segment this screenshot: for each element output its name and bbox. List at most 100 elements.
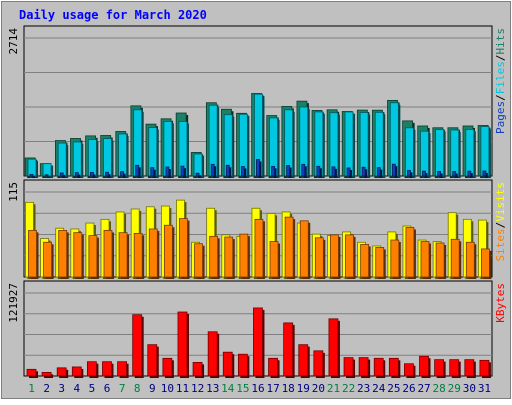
bar-sites-day-23 [360, 244, 371, 279]
bar-files-day-23-face [359, 112, 369, 177]
bar-kbytes-day-29-face [449, 359, 460, 377]
day-labels: 1 2 3 4 5 6 7 8 9 10 11 12 13 14 15 16 17 18 19 20 21 22 23 24 2… [28, 382, 491, 395]
bar-kbytes-day-28 [434, 359, 446, 378]
bar-files-day-28 [435, 129, 446, 178]
bar-files-day-26-face [405, 127, 414, 177]
bar-kbytes-day-6 [102, 361, 114, 378]
bar-sites-day-25 [390, 239, 401, 279]
bar-kbytes-day-10 [162, 357, 174, 378]
day-label-29: 29 [448, 382, 461, 395]
bar-files-day-5-face [87, 139, 97, 177]
day-label-28: 28 [433, 382, 446, 395]
day-label-24: 24 [372, 382, 386, 395]
bar-kbytes-day-12-face [192, 361, 203, 377]
bar-pages-day-12 [195, 172, 202, 178]
bar-sites-day-20-face [314, 237, 324, 278]
bar-kbytes-day-27 [419, 355, 431, 378]
bar-pages-day-16 [256, 159, 262, 178]
bar-pages-day-10 [165, 166, 171, 178]
bar-sites-day-6 [103, 230, 114, 279]
legend-visits: Visits [494, 182, 507, 222]
bar-sites-day-2-face [43, 241, 52, 278]
bar-files-day-31 [480, 126, 491, 178]
bar-sites-day-18 [284, 216, 296, 279]
bar-pages-day-1 [29, 173, 35, 178]
bar-kbytes-day-18-face [283, 322, 294, 377]
day-label-30: 30 [463, 382, 476, 395]
bar-sites-day-21-face [330, 234, 339, 278]
bar-pages-day-28-face [437, 171, 442, 177]
bar-pages-day-29-shadow [454, 173, 458, 178]
day-label-11: 11 [176, 382, 189, 395]
bar-pages-day-23 [361, 166, 368, 178]
bar-pages-day-16-face [256, 159, 260, 177]
bar-kbytes-day-15-face [237, 353, 248, 377]
bar-pages-day-15-face [240, 166, 245, 177]
bar-kbytes-day-14-face [222, 351, 233, 377]
bar-kbytes-day-4 [71, 366, 84, 378]
bar-pages-day-11-shadow [182, 168, 186, 178]
bar-pages-day-3-shadow [62, 174, 66, 178]
bar-kbytes-day-19 [298, 344, 310, 378]
bar-kbytes-day-26-face [404, 363, 414, 377]
bar-sites-day-5-face [88, 235, 98, 278]
bar-kbytes-day-24 [373, 357, 386, 378]
bar-kbytes-day-27-face [419, 355, 429, 377]
bar-pages-day-11-face [180, 165, 185, 177]
day-label-13: 13 [206, 382, 219, 395]
bar-kbytes-day-4-face [71, 366, 82, 377]
bar-files-day-2-face [42, 163, 52, 177]
bar-pages-day-22 [346, 167, 353, 178]
bar-pages-day-18-face [286, 165, 291, 177]
bar-kbytes-day-2 [41, 371, 54, 378]
bar-pages-day-15 [240, 166, 247, 178]
bar-kbytes-day-17-face [268, 357, 278, 377]
bar-pages-day-4 [74, 172, 81, 178]
day-label-25: 25 [387, 382, 400, 395]
legend-sites: Sites [494, 228, 507, 261]
bar-sites-day-14 [224, 236, 235, 279]
bar-files-day-1-face [27, 158, 37, 177]
day-label-1: 1 [28, 382, 35, 395]
bar-sites-day-31 [481, 248, 492, 279]
bar-sites-day-23-face [360, 244, 370, 278]
bar-kbytes-day-16 [253, 307, 265, 378]
bar-sites-day-15 [239, 233, 250, 279]
bar-sites-day-1-face [28, 230, 37, 278]
bar-sites-day-28-face [435, 242, 445, 278]
day-label-26: 26 [402, 382, 415, 395]
bar-sites-day-7-face [118, 232, 128, 278]
bar-pages-day-13-shadow [213, 166, 217, 178]
bar-files-day-29-face [450, 129, 460, 177]
bar-files-day-29 [450, 129, 461, 178]
bar-sites-day-30-face [465, 241, 475, 278]
bar-pages-day-25 [391, 163, 398, 178]
bar-pages-day-31-shadow [484, 172, 488, 178]
day-label-17: 17 [266, 382, 279, 395]
bar-kbytes-day-20 [313, 350, 325, 378]
bar-pages-day-1-face [29, 173, 34, 177]
bar-pages-day-4-face [74, 172, 79, 177]
bar-pages-day-17 [271, 165, 277, 178]
bar-pages-day-18-shadow [288, 167, 292, 178]
day-label-18: 18 [282, 382, 295, 395]
bar-sites-day-29 [450, 238, 462, 279]
bar-pages-day-19 [301, 163, 307, 178]
bar-sites-day-17 [269, 241, 281, 279]
bar-kbytes-day-30-face [464, 359, 475, 377]
chart-border-dark [1, 1, 511, 399]
bar-pages-day-21-shadow [333, 168, 337, 178]
bar-kbytes-day-21 [328, 318, 340, 378]
bar-pages-day-2-shadow [47, 176, 51, 178]
bar-kbytes-day-7-face [117, 361, 127, 377]
bar-pages-day-23-face [361, 166, 366, 177]
day-label-16: 16 [251, 382, 264, 395]
bar-pages-day-5-face [89, 171, 94, 177]
day-label-7: 7 [119, 382, 126, 395]
bar-files-day-27-face [420, 130, 429, 177]
day-label-6: 6 [104, 382, 111, 395]
day-label-19: 19 [297, 382, 310, 395]
bar-sites-day-21 [330, 234, 341, 279]
legend-kbytes: KBytes [494, 283, 507, 323]
day-label-2: 2 [43, 382, 50, 395]
